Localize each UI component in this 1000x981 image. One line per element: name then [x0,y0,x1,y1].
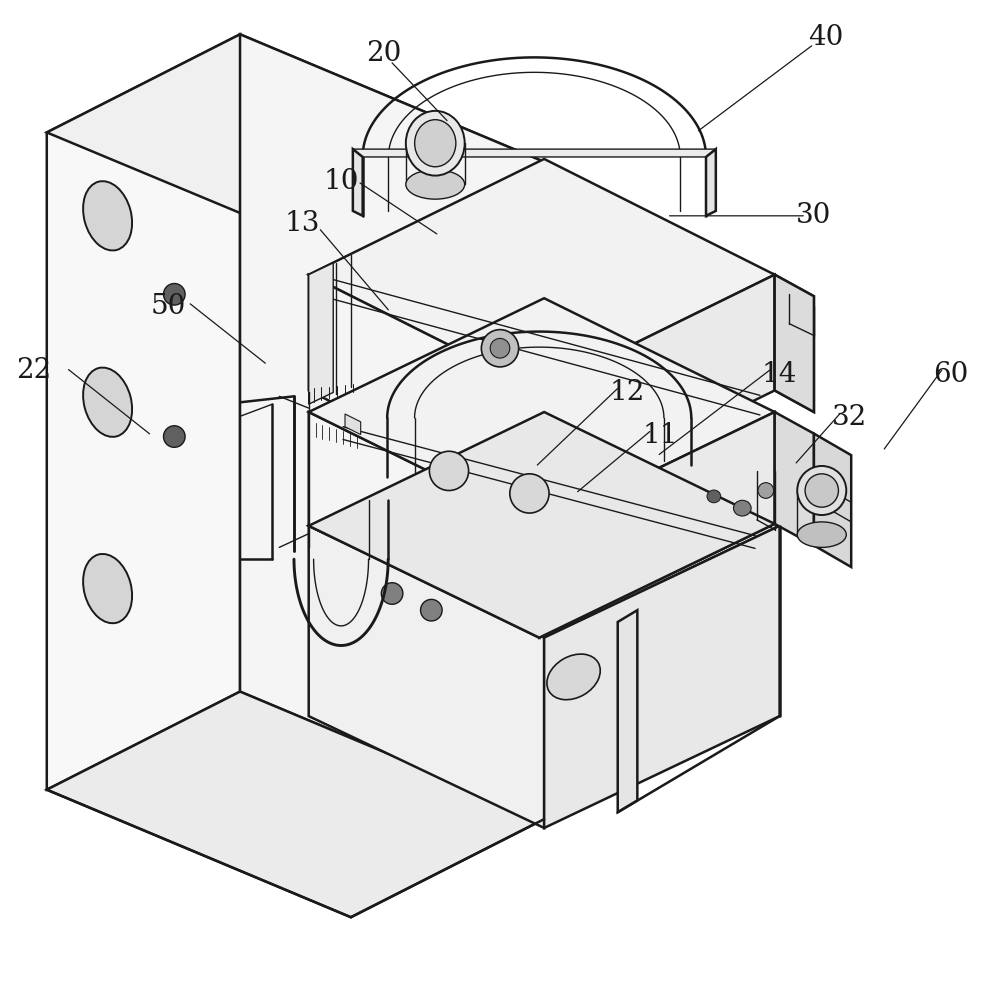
Ellipse shape [429,451,469,490]
Polygon shape [353,149,363,216]
Ellipse shape [805,474,838,507]
Polygon shape [618,610,637,812]
Ellipse shape [490,338,510,358]
Ellipse shape [797,522,846,547]
Polygon shape [775,412,814,545]
Text: 60: 60 [934,361,969,388]
Ellipse shape [510,474,549,513]
Text: 50: 50 [151,292,186,320]
Ellipse shape [421,599,442,621]
Ellipse shape [381,583,403,604]
Text: 10: 10 [323,168,359,195]
Polygon shape [309,412,775,638]
Text: 14: 14 [762,361,797,388]
Text: 40: 40 [808,24,843,51]
Polygon shape [706,149,716,216]
Ellipse shape [797,466,846,515]
Ellipse shape [758,483,774,498]
Polygon shape [539,275,775,506]
Text: 22: 22 [16,357,52,385]
Text: 12: 12 [610,379,645,406]
Polygon shape [47,34,240,790]
Ellipse shape [481,330,519,367]
Polygon shape [309,414,780,638]
Ellipse shape [733,500,751,516]
Polygon shape [47,34,544,260]
Polygon shape [309,275,539,506]
Polygon shape [775,275,814,412]
Ellipse shape [547,654,600,699]
Polygon shape [309,526,544,828]
Ellipse shape [83,368,132,437]
Ellipse shape [707,490,721,502]
Polygon shape [240,34,544,819]
Text: 13: 13 [284,210,320,237]
Ellipse shape [83,181,132,250]
Text: 32: 32 [832,404,867,432]
Text: 30: 30 [796,202,832,230]
Ellipse shape [83,554,132,623]
Text: 20: 20 [367,40,402,68]
Polygon shape [309,159,775,390]
Polygon shape [353,149,716,157]
Polygon shape [47,692,544,917]
Ellipse shape [406,170,465,199]
Polygon shape [309,412,539,638]
Ellipse shape [164,426,185,447]
Polygon shape [539,412,775,638]
Polygon shape [309,263,333,404]
Polygon shape [775,275,814,412]
Ellipse shape [406,111,465,176]
Polygon shape [814,434,851,567]
Polygon shape [345,414,361,435]
Ellipse shape [164,284,185,305]
Text: 11: 11 [642,422,678,449]
Ellipse shape [415,120,456,167]
Polygon shape [544,526,780,828]
Polygon shape [309,298,775,526]
